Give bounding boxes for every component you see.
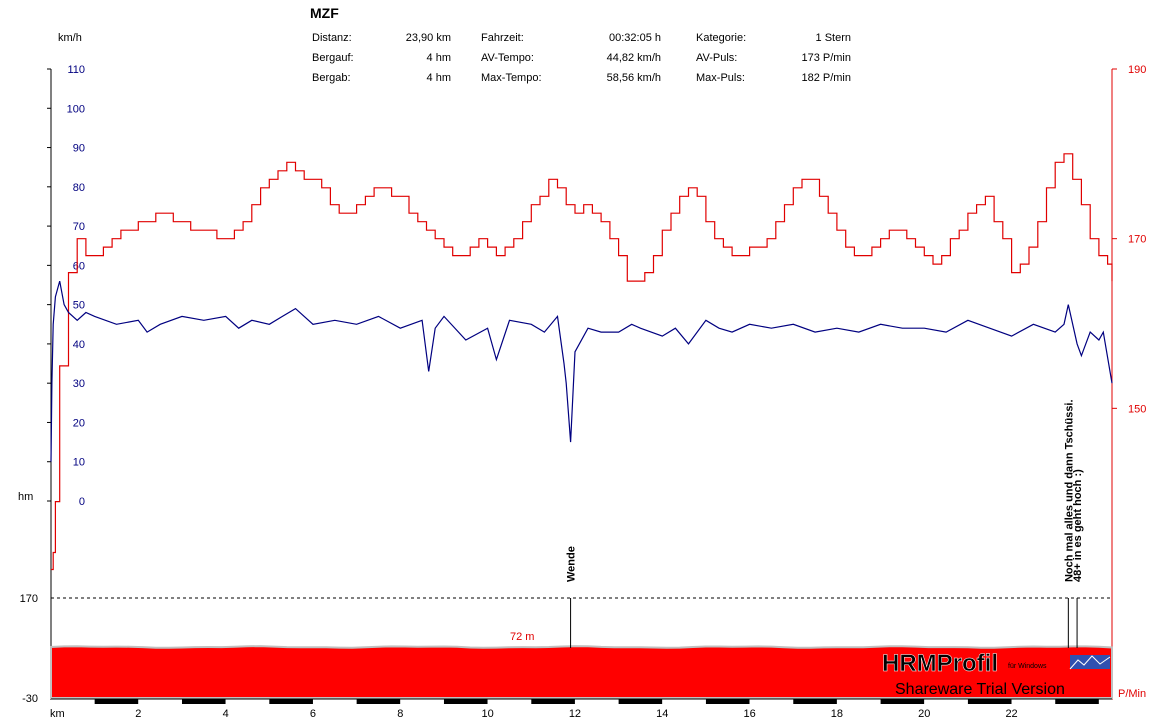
scale-bar-segment	[356, 699, 401, 704]
stat-label: Distanz:	[312, 32, 352, 44]
x-tick-label: 10	[482, 708, 494, 720]
x-tick-label: 14	[656, 708, 668, 720]
annotation-label: Noch mal alles und dann Tschüssi.	[1063, 399, 1075, 582]
stat-value: 173 P/min	[801, 52, 851, 64]
speed-tick-label: 30	[73, 378, 85, 390]
pulse-tick-label: 190	[1128, 64, 1146, 76]
scale-bar-segment	[138, 699, 182, 704]
stat-label: Fahrzeit:	[481, 32, 524, 44]
stat-label: Kategorie:	[696, 32, 746, 44]
stat-value: 4 hm	[427, 52, 451, 64]
stat-label: Max-Puls:	[696, 72, 745, 84]
watermark-sub: für Windows	[1008, 663, 1047, 670]
stat-value: 182 P/min	[801, 72, 851, 84]
x-tick-label: 16	[743, 708, 755, 720]
x-tick-label: 20	[918, 708, 930, 720]
speed-tick-label: 90	[73, 143, 85, 155]
speed-tick-label: 10	[73, 457, 85, 469]
scale-bar-segment	[924, 699, 968, 704]
stat-label: AV-Tempo:	[481, 52, 534, 64]
scale-bar-segment	[705, 699, 750, 704]
scale-bar-segment	[793, 699, 837, 704]
speed-tick-label: 50	[73, 300, 85, 312]
scale-bar-segment	[1098, 699, 1112, 704]
scale-bar-segment	[1011, 699, 1056, 704]
scale-bar-segment	[312, 699, 357, 704]
scale-bar-segment	[400, 699, 444, 704]
scale-bar-segment	[269, 699, 313, 704]
x-tick-label: 4	[223, 708, 229, 720]
scale-bar-segment	[662, 699, 706, 704]
pulse-series-line	[51, 153, 1113, 571]
stat-label: Max-Tempo:	[481, 72, 542, 84]
speed-tick-label: 40	[73, 339, 85, 351]
scale-bar-segment	[443, 699, 488, 704]
speed-tick-label: 110	[67, 64, 85, 76]
stat-value: 4 hm	[427, 72, 451, 84]
x-scale-bar	[51, 698, 1112, 704]
pulse-axis-ticks: 150 170 190	[1112, 64, 1146, 415]
scale-bar-segment	[967, 699, 1012, 704]
scale-bar-segment	[225, 699, 270, 704]
chart-title: MZF	[310, 5, 339, 21]
x-tick-label: 2	[135, 708, 141, 720]
scale-bar-segment	[1055, 699, 1099, 704]
annotation-label: Wende	[566, 546, 578, 582]
stat-value: 23,90 km	[406, 32, 451, 44]
x-axis-ticks: 2 4 6 8 10 12 14 16 18 20 22	[135, 708, 1017, 720]
stat-value: 00:32:05 h	[609, 32, 661, 44]
speed-tick-label: 80	[73, 182, 85, 194]
x-tick-label: 12	[569, 708, 581, 720]
scale-bar-segment	[836, 699, 881, 704]
stat-label: AV-Puls:	[696, 52, 737, 64]
stat-value: 1 Stern	[816, 32, 851, 44]
scale-bar-segment	[618, 699, 663, 704]
logo-icon	[1070, 655, 1110, 669]
x-tick-label: 6	[310, 708, 316, 720]
scale-bar-segment	[574, 699, 619, 704]
speed-tick-label: 0	[79, 496, 85, 508]
speed-tick-label: 70	[73, 221, 85, 233]
pulse-unit-label: P/Min	[1118, 688, 1146, 700]
speed-tick-label: 20	[73, 417, 85, 429]
speed-unit-label: km/h	[58, 32, 82, 44]
scale-bar-segment	[94, 699, 139, 704]
x-axis-label: km	[50, 708, 65, 720]
stat-label: Bergauf:	[312, 52, 354, 64]
x-tick-label: 18	[831, 708, 843, 720]
annotations: Wende Noch mal alles und dann Tschüssi.48…	[566, 399, 1084, 648]
pulse-tick-label: 170	[1128, 234, 1146, 246]
altitude-tick-label: -30	[22, 693, 38, 705]
altitude-axis-ticks: 170 -30	[20, 593, 38, 705]
stat-value: 44,82 km/h	[607, 52, 661, 64]
speed-tick-label: 60	[73, 260, 85, 272]
stat-label: Bergab:	[312, 72, 351, 84]
scale-bar-segment	[51, 699, 95, 704]
speed-tick-label: 100	[67, 103, 85, 115]
speed-axis-ticks: 0 10 20 30 40 50 60 70 80 90 100 110	[47, 64, 85, 508]
stat-value: 58,56 km/h	[607, 72, 661, 84]
watermark: HRMProfil für Windows Shareware Trial Ve…	[882, 650, 1111, 698]
scale-bar-segment	[531, 699, 575, 704]
altitude-label: 72 m	[510, 631, 534, 643]
scale-bar-segment	[181, 699, 226, 704]
scale-bar-segment	[749, 699, 794, 704]
watermark-version: Shareware Trial Version	[895, 681, 1065, 698]
scale-bar-segment	[880, 699, 925, 704]
altitude-area	[50, 645, 1113, 699]
watermark-brand: HRMProfil	[882, 650, 998, 677]
stats-panel: Distanz: 23,90 km Bergauf: 4 hm Bergab: 4 hm F…	[312, 32, 851, 84]
altitude-unit-label: hm	[18, 491, 33, 503]
annotation-label: 48+ in es geht hoch :)	[1072, 469, 1084, 582]
x-tick-label: 8	[397, 708, 403, 720]
altitude-tick-label: 170	[20, 593, 38, 605]
speed-series-line	[50, 280, 1113, 462]
scale-bar-segment	[487, 699, 532, 704]
pulse-tick-label: 150	[1128, 403, 1146, 415]
logo-mountain-icon	[1069, 655, 1111, 670]
x-tick-label: 22	[1005, 708, 1017, 720]
